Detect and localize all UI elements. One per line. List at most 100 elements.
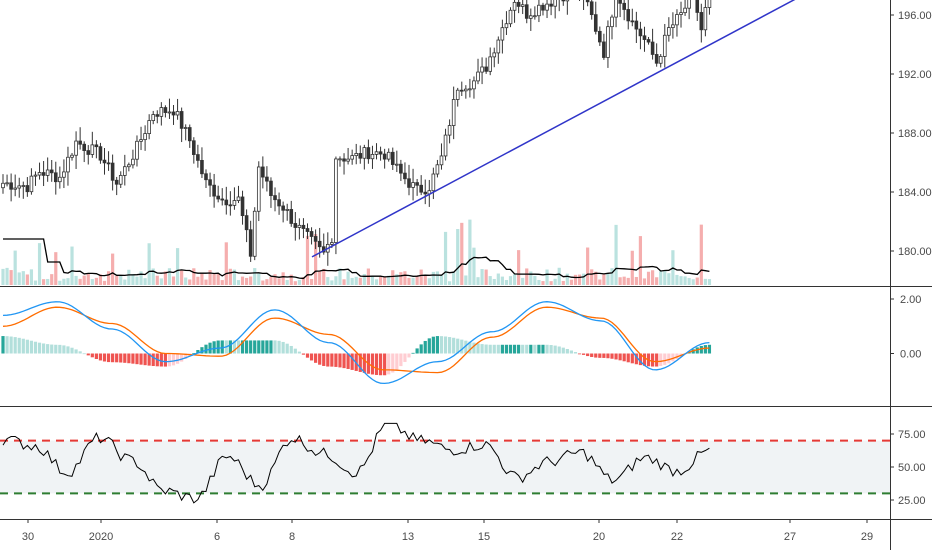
- candle-body: [435, 164, 440, 175]
- macd-axis-tick: 2.00: [900, 294, 921, 306]
- candle-body: [13, 187, 17, 190]
- macd-histogram-bar: [699, 345, 703, 354]
- volume-bar: [545, 269, 549, 285]
- candle-body: [671, 24, 675, 28]
- volume-bar: [358, 277, 362, 285]
- macd-histogram-bar: [553, 345, 557, 354]
- macd-histogram-bar: [484, 344, 488, 354]
- volume-bar: [269, 277, 273, 285]
- macd-histogram-bar: [642, 353, 647, 366]
- candle-body: [695, 0, 700, 13]
- candle-body: [159, 107, 164, 117]
- candle-body: [618, 0, 622, 4]
- volume-bar: [119, 275, 123, 285]
- candle-body: [415, 182, 419, 186]
- candle-body: [131, 158, 135, 166]
- macd-histogram-bar: [452, 337, 456, 354]
- macd-histogram-bar: [480, 344, 484, 354]
- macd-histogram-bar: [411, 352, 415, 354]
- volume-bar: [460, 222, 464, 285]
- candle-body: [29, 175, 34, 193]
- volume-bar: [533, 275, 537, 285]
- volume-bar: [610, 268, 614, 285]
- candle-body: [346, 158, 350, 162]
- macd-histogram-bar: [671, 353, 675, 362]
- volume-bar: [314, 234, 318, 285]
- candle-body: [553, 0, 557, 7]
- rsi-axis-tick: 25.00: [898, 495, 926, 507]
- volume-bar: [423, 274, 427, 285]
- candle-body: [366, 147, 371, 160]
- volume-bar: [257, 272, 261, 285]
- volume-bar: [326, 277, 330, 285]
- volume-bar: [586, 247, 590, 285]
- volume-bar: [212, 274, 216, 285]
- macd-histogram-bar: [58, 344, 62, 354]
- volume-bar: [346, 271, 350, 285]
- volume-bar: [180, 270, 184, 285]
- volume-bar: [500, 276, 504, 285]
- candle-body: [334, 158, 338, 243]
- volume-bar: [106, 271, 111, 285]
- macd-histogram-bar: [314, 353, 318, 363]
- candle-body: [252, 210, 257, 257]
- volume-bar: [293, 281, 297, 285]
- volume-bar: [21, 271, 25, 285]
- macd-histogram-bar: [350, 353, 354, 370]
- macd-histogram-bar: [399, 353, 403, 367]
- volume-bar: [565, 273, 569, 285]
- volume-bar: [594, 271, 598, 285]
- volume-bar: [66, 278, 70, 285]
- macd-histogram-bar: [618, 353, 622, 361]
- macd-histogram-bar: [159, 353, 163, 367]
- candle-body: [5, 182, 9, 185]
- macd-histogram-bar: [707, 344, 712, 354]
- macd-line: [2, 301, 710, 385]
- macd-histogram-bar: [196, 350, 200, 354]
- time-axis-tick: 30: [22, 531, 34, 543]
- volume-bar: [62, 278, 66, 285]
- candle-body: [90, 144, 95, 155]
- volume-bar: [403, 271, 407, 285]
- macd-histogram-bar: [342, 353, 346, 369]
- macd-histogram-bar: [13, 337, 17, 354]
- macd-histogram-bar: [703, 345, 707, 354]
- volume-bar: [50, 274, 54, 285]
- candle-body: [74, 140, 78, 156]
- candle-body: [512, 1, 517, 11]
- volume-bar: [167, 268, 172, 285]
- candle-body: [224, 199, 229, 206]
- macd-histogram-bar: [192, 353, 196, 354]
- macd-histogram-bar: [78, 351, 82, 354]
- macd-histogram-bar: [423, 340, 427, 354]
- volume-bar: [549, 281, 553, 285]
- candle-body: [480, 66, 484, 73]
- macd-histogram-bar: [695, 347, 699, 354]
- volume-bar: [342, 279, 346, 285]
- volume-bar: [431, 271, 435, 285]
- candle-body: [484, 66, 488, 72]
- candle-body: [476, 71, 480, 82]
- candle-body: [419, 184, 423, 193]
- macd-histogram-bar: [54, 344, 58, 354]
- candle-body: [21, 185, 26, 187]
- macd-histogram-bar: [468, 341, 472, 354]
- macd-histogram-bar: [634, 353, 638, 365]
- candle-body: [362, 147, 367, 159]
- candle-body: [41, 172, 46, 176]
- candle-body: [350, 155, 354, 160]
- macd-histogram-bar: [370, 353, 375, 375]
- macd-histogram-bar: [139, 353, 143, 365]
- macd-histogram-bar: [171, 353, 176, 366]
- macd-histogram-bar: [90, 353, 94, 358]
- candle-body: [703, 7, 708, 31]
- candle-body: [585, 0, 590, 3]
- volume-bar: [261, 280, 265, 285]
- volume-bar: [411, 277, 415, 285]
- macd-histogram-bar: [216, 340, 220, 354]
- macd-histogram-bar: [305, 353, 310, 358]
- time-axis-tick: 20: [593, 531, 605, 543]
- volume-bar: [249, 276, 253, 285]
- candle-body: [232, 200, 237, 206]
- volume-bar: [378, 276, 383, 285]
